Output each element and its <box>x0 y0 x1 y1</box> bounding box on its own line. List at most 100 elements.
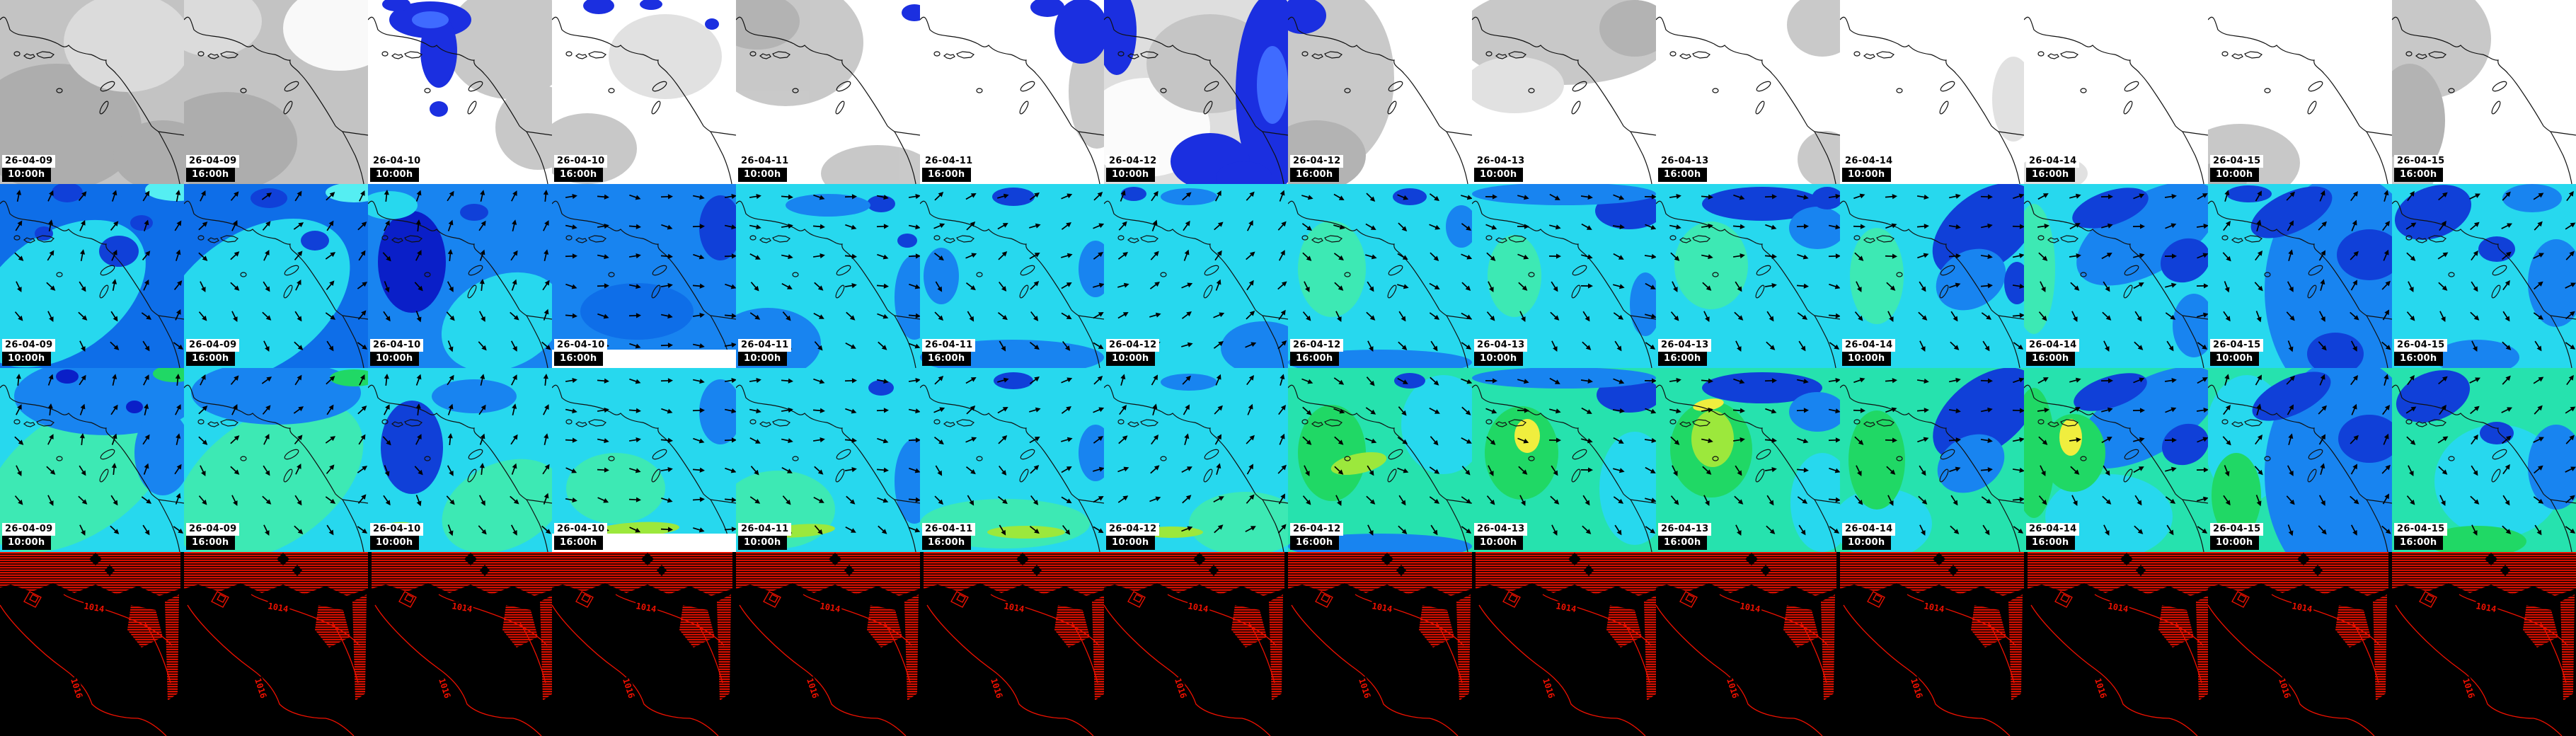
map-tile-wind-field-map-col8[interactable]: 26-04-12 16:00h <box>1288 184 1472 368</box>
tile-timestamp: 26-04-09 16:00h <box>186 338 240 366</box>
map-tile-wind-gust-map-col6[interactable]: 26-04-11 16:00h <box>920 368 1104 552</box>
map-tile-wind-gust-map-col1[interactable]: 26-04-09 10:00h <box>0 368 184 552</box>
tile-date-label: 26-04-12 <box>1290 523 1344 536</box>
tile-timestamp: 26-04-15 10:00h <box>2210 154 2264 182</box>
map-tile-pressure-isobar-map-col13[interactable]: 1014 1016 <box>2208 552 2392 736</box>
map-tile-cloud-precipitation-map-col14[interactable]: 26-04-15 16:00h <box>2392 0 2576 184</box>
map-tile-wind-gust-map-col10[interactable]: 26-04-13 16:00h <box>1656 368 1840 552</box>
map-tile-wind-field-map-col7[interactable]: 26-04-12 10:00h <box>1104 184 1288 368</box>
tile-date-label: 26-04-10 <box>370 339 424 352</box>
tile-time-label: 10:00h <box>738 536 788 550</box>
tile-time-label: 16:00h <box>922 168 972 182</box>
tile-timestamp: 26-04-14 10:00h <box>1842 338 1896 366</box>
map-tile-pressure-isobar-map-col2[interactable]: 1014 1016 <box>184 552 368 736</box>
map-tile-wind-field-map-col9[interactable]: 26-04-13 10:00h <box>1472 184 1656 368</box>
tile-time-label: 10:00h <box>2 168 52 182</box>
map-tile-cloud-precipitation-map-col3[interactable]: 26-04-10 10:00h <box>368 0 552 184</box>
tile-time-label: 16:00h <box>186 168 236 182</box>
map-tile-wind-field-map-col4[interactable]: 26-04-10 16:00h <box>552 184 736 368</box>
map-tile-pressure-isobar-map-col6[interactable]: 1014 1016 <box>920 552 1104 736</box>
map-tile-wind-field-map-col11[interactable]: 26-04-14 10:00h <box>1840 184 2024 368</box>
tile-timestamp: 26-04-10 16:00h <box>554 338 608 366</box>
map-tile-cloud-precipitation-map-col8[interactable]: 26-04-12 16:00h <box>1288 0 1472 184</box>
tile-date-label: 26-04-14 <box>2026 523 2080 536</box>
map-tile-wind-gust-map-col11[interactable]: 26-04-14 10:00h <box>1840 368 2024 552</box>
map-tile-cloud-precipitation-map-col1[interactable]: 26-04-09 10:00h <box>0 0 184 184</box>
tile-time-label: 10:00h <box>1474 168 1524 182</box>
map-tile-wind-field-map-col6[interactable]: 26-04-11 16:00h <box>920 184 1104 368</box>
tile-timestamp: 26-04-12 10:00h <box>1106 522 1160 550</box>
map-tile-cloud-precipitation-map-col12[interactable]: 26-04-14 16:00h <box>2024 0 2208 184</box>
map-tile-wind-field-map-col10[interactable]: 26-04-13 16:00h <box>1656 184 1840 368</box>
map-tile-cloud-precipitation-map-col5[interactable]: 26-04-11 10:00h <box>736 0 920 184</box>
map-tile-pressure-isobar-map-col3[interactable]: 1014 1016 <box>368 552 552 736</box>
map-tile-cloud-precipitation-map-col6[interactable]: 26-04-11 16:00h <box>920 0 1104 184</box>
tile-timestamp: 26-04-13 16:00h <box>1658 154 1712 182</box>
map-tile-wind-field-map-col12[interactable]: 26-04-14 16:00h <box>2024 184 2208 368</box>
map-tile-wind-field-map-col13[interactable]: 26-04-15 10:00h <box>2208 184 2392 368</box>
map-tile-wind-gust-map-col12[interactable]: 26-04-14 16:00h <box>2024 368 2208 552</box>
map-tile-wind-gust-map-col4[interactable]: 26-04-10 16:00h <box>552 368 736 552</box>
map-tile-wind-field-map-col3[interactable]: 26-04-10 10:00h <box>368 184 552 368</box>
map-tile-wind-gust-map-col13[interactable]: 26-04-15 10:00h <box>2208 368 2392 552</box>
map-tile-cloud-precipitation-map-col4[interactable]: 26-04-10 16:00h <box>552 0 736 184</box>
tile-time-label: 10:00h <box>1842 536 1892 550</box>
tile-date-label: 26-04-13 <box>1474 155 1528 168</box>
tile-time-label: 16:00h <box>186 352 236 366</box>
map-tile-pressure-isobar-map-col10[interactable]: 1014 1016 <box>1656 552 1840 736</box>
tile-timestamp: 26-04-11 10:00h <box>738 338 792 366</box>
map-tile-pressure-isobar-map-col12[interactable]: 1014 1016 <box>2024 552 2208 736</box>
tile-date-label: 26-04-11 <box>922 155 976 168</box>
tile-time-label: 16:00h <box>2026 168 2076 182</box>
tile-date-label: 26-04-11 <box>738 155 792 168</box>
wind-speed-blobs <box>2394 184 2576 368</box>
tile-date-label: 26-04-13 <box>1658 155 1712 168</box>
tile-timestamp: 26-04-09 10:00h <box>2 522 56 550</box>
map-tile-wind-gust-map-col7[interactable]: 26-04-12 10:00h <box>1104 368 1288 552</box>
tile-time-label: 16:00h <box>2394 352 2444 366</box>
map-tile-pressure-isobar-map-col9[interactable]: 1014 1016 <box>1472 552 1656 736</box>
map-tile-wind-field-map-col14[interactable]: 26-04-15 16:00h <box>2392 184 2576 368</box>
tile-time-label: 10:00h <box>370 536 420 550</box>
map-tile-wind-gust-map-col14[interactable]: 26-04-15 16:00h <box>2392 368 2576 552</box>
map-tile-wind-gust-map-col9[interactable]: 26-04-13 10:00h <box>1472 368 1656 552</box>
cloud-field <box>1288 0 1394 184</box>
map-tile-cloud-precipitation-map-col10[interactable]: 26-04-13 16:00h <box>1656 0 1840 184</box>
map-tile-pressure-isobar-map-col14[interactable]: 1014 1016 <box>2392 552 2576 736</box>
map-tile-wind-gust-map-col2[interactable]: 26-04-09 16:00h <box>184 368 368 552</box>
tile-time-label: 10:00h <box>738 168 788 182</box>
map-tile-pressure-isobar-map-col11[interactable]: 1014 1016 <box>1840 552 2024 736</box>
tile-time-label: 10:00h <box>1106 168 1156 182</box>
wind-speed-blobs <box>2024 184 2208 357</box>
tile-time-label: 10:00h <box>1842 352 1892 366</box>
map-tile-cloud-precipitation-map-col11[interactable]: 26-04-14 10:00h <box>1840 0 2024 184</box>
map-tile-pressure-isobar-map-col7[interactable]: 1014 1016 <box>1104 552 1288 736</box>
map-tile-pressure-isobar-map-col4[interactable]: 1014 1016 <box>552 552 736 736</box>
map-tile-pressure-isobar-map-col8[interactable]: 1014 1016 <box>1288 552 1472 736</box>
map-tile-cloud-precipitation-map-col9[interactable]: 26-04-13 10:00h <box>1472 0 1656 184</box>
map-tile-wind-field-map-col2[interactable]: 26-04-09 16:00h <box>184 184 368 368</box>
tile-time-label: 10:00h <box>370 168 420 182</box>
map-tile-cloud-precipitation-map-col13[interactable]: 26-04-15 10:00h <box>2208 0 2392 184</box>
tile-time-label: 10:00h <box>1474 536 1524 550</box>
map-tile-cloud-precipitation-map-col2[interactable]: 26-04-09 16:00h <box>184 0 368 184</box>
map-tile-wind-gust-map-col8[interactable]: 26-04-12 16:00h <box>1288 368 1472 552</box>
tile-date-label: 26-04-12 <box>1106 155 1160 168</box>
map-tile-wind-field-map-col1[interactable]: 26-04-09 10:00h <box>0 184 184 368</box>
map-tile-cloud-precipitation-map-col7[interactable]: 26-04-12 10:00h <box>1104 0 1288 184</box>
map-tile-wind-gust-map-col5[interactable]: 26-04-11 10:00h <box>736 368 920 552</box>
wind-speed-blobs <box>1840 368 2024 552</box>
map-tile-pressure-isobar-map-col5[interactable]: 1014 1016 <box>736 552 920 736</box>
precipitation-blobs <box>583 0 719 30</box>
tile-timestamp: 26-04-12 16:00h <box>1290 338 1344 366</box>
map-tile-pressure-isobar-map-col1[interactable]: 1014 1016 <box>0 552 184 736</box>
map-tile-wind-field-map-col5[interactable]: 26-04-11 10:00h <box>736 184 920 368</box>
map-tile-wind-gust-map-col3[interactable]: 26-04-10 10:00h <box>368 368 552 552</box>
wind-speed-blobs <box>920 188 1104 368</box>
